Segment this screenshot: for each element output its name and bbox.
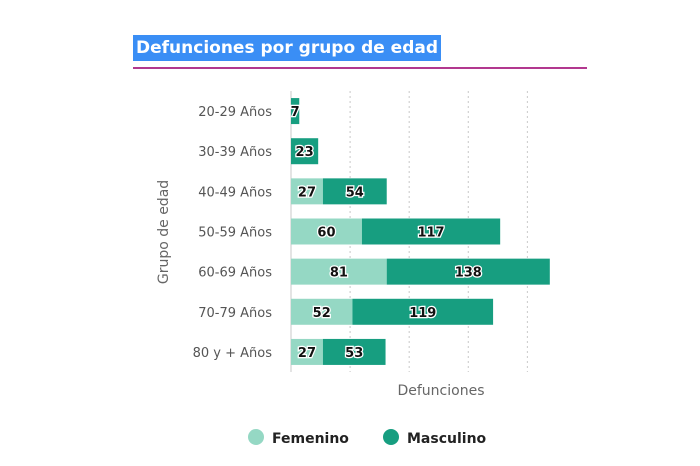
bar-masculino	[322, 178, 387, 205]
legend-label-femenino: Femenino	[272, 431, 349, 447]
bar-femenino	[291, 298, 353, 325]
data-label: 54	[346, 185, 364, 200]
category-label: 60-69 Años	[198, 266, 272, 281]
data-label: 52	[313, 306, 331, 321]
data-label: 27	[298, 185, 316, 200]
bar-masculino	[386, 258, 550, 285]
data-label: 53	[345, 346, 363, 361]
title-underline	[133, 67, 587, 69]
data-label: 7	[291, 105, 300, 120]
category-label: 70-79 Años	[198, 306, 272, 321]
y-axis-title: Grupo de edad	[156, 180, 172, 284]
legend-marker-femenino	[248, 429, 264, 445]
bar-masculino	[352, 298, 494, 325]
category-label: 30-39 Años	[198, 145, 272, 160]
chart-title: Defunciones por grupo de edad	[133, 35, 442, 61]
data-label: 119	[409, 306, 436, 321]
data-label: 81	[330, 266, 348, 281]
bar-femenino	[291, 218, 362, 245]
bar-femenino	[291, 258, 387, 285]
legend-marker-masculino	[383, 429, 399, 445]
data-label: 23	[296, 145, 314, 160]
bar-masculino	[322, 338, 386, 365]
legend-label-masculino: Masculino	[407, 431, 487, 447]
bar-masculino	[291, 138, 319, 165]
data-label: 117	[417, 226, 444, 241]
data-label: 27	[298, 346, 316, 361]
category-label: 40-49 Años	[198, 185, 272, 200]
category-label: 20-29 Años	[198, 105, 272, 120]
bar-femenino	[291, 178, 323, 205]
category-label: 50-59 Años	[198, 226, 272, 241]
category-label: 80 y + Años	[193, 346, 273, 361]
data-label: 60	[317, 226, 335, 241]
x-axis-title: Defunciones	[397, 383, 484, 399]
bar-masculino	[361, 218, 501, 245]
bar-masculino	[291, 98, 300, 125]
bar-femenino	[291, 338, 323, 365]
data-label: 138	[455, 266, 482, 281]
